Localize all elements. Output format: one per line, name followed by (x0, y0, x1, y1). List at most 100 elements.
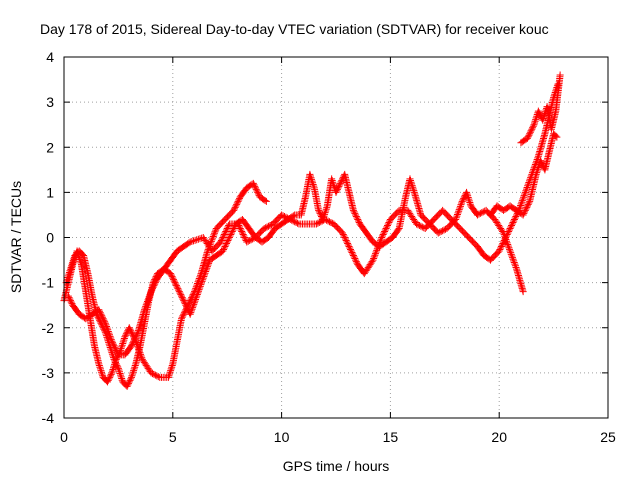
data-point-marker (556, 71, 564, 79)
data-point-marker (533, 169, 541, 177)
data-point-marker (108, 369, 116, 377)
data-point-marker (203, 263, 211, 271)
data-point-marker (383, 221, 391, 229)
data-point-marker (328, 175, 336, 183)
data-point-marker (336, 179, 344, 187)
data-point-marker (350, 208, 358, 216)
data-point-marker (165, 372, 173, 380)
data-point-marker (309, 180, 317, 188)
data-point-marker (190, 300, 198, 308)
data-point-marker (180, 310, 188, 318)
data-point-marker (173, 283, 181, 291)
data-point-marker (129, 339, 137, 347)
data-point-marker (325, 218, 333, 226)
data-point-marker (123, 382, 131, 390)
data-point-marker (106, 373, 114, 381)
data-point-marker (167, 365, 175, 373)
data-point-marker (508, 252, 516, 260)
data-point-marker (320, 212, 328, 220)
data-point-marker (254, 188, 262, 196)
data-point-marker (417, 222, 425, 230)
data-point-marker (351, 255, 359, 263)
data-point-marker (532, 170, 540, 178)
data-point-marker (95, 362, 103, 370)
data-point-marker (178, 294, 186, 302)
data-point-marker (167, 270, 175, 278)
data-point-marker (535, 109, 543, 117)
data-point-marker (109, 339, 117, 347)
data-point-marker (116, 369, 124, 377)
data-point-marker (131, 363, 139, 371)
data-point-marker (96, 363, 104, 371)
data-point-marker (372, 248, 380, 256)
data-point-marker (262, 224, 270, 232)
data-point-marker (343, 238, 351, 246)
data-point-marker (371, 250, 379, 258)
data-point-marker (532, 116, 540, 124)
data-point-marker (508, 220, 516, 228)
data-point-marker (457, 201, 465, 209)
data-point-marker (334, 184, 342, 192)
data-point-marker (511, 260, 519, 268)
data-point-marker (504, 242, 512, 250)
data-point-marker (98, 368, 106, 376)
data-point-marker (517, 202, 525, 210)
x-tick-label: 20 (491, 429, 507, 445)
data-point-marker (65, 294, 73, 302)
data-point-marker (112, 346, 120, 354)
data-point-marker (172, 282, 180, 290)
data-point-marker (115, 368, 123, 376)
data-point-marker (97, 367, 105, 375)
data-point-marker (178, 313, 186, 321)
data-point-marker (201, 269, 209, 277)
data-point-marker (183, 304, 191, 312)
data-point-marker (234, 197, 242, 205)
data-point-marker (75, 254, 83, 262)
data-point-marker (506, 247, 514, 255)
data-point-marker (177, 291, 185, 299)
data-point-marker (76, 257, 84, 265)
data-point-marker (328, 177, 336, 185)
data-point-marker (68, 262, 76, 270)
data-point-marker (108, 350, 116, 358)
data-point-marker (104, 376, 112, 384)
data-point-marker (380, 229, 388, 237)
data-point-marker (309, 179, 317, 187)
y-tick-label: 1 (46, 184, 54, 200)
data-point-marker (179, 312, 187, 320)
data-point-marker (193, 236, 201, 244)
data-point-marker (378, 234, 386, 241)
data-point-marker (192, 294, 200, 302)
data-point-marker (103, 323, 111, 331)
data-point-marker (147, 369, 155, 377)
data-point-marker (522, 185, 530, 193)
data-point-marker (233, 200, 241, 208)
data-point-marker (371, 251, 379, 259)
data-point-marker (324, 217, 332, 225)
data-point-marker (150, 370, 158, 378)
data-point-marker (511, 262, 519, 270)
data-point-marker (112, 360, 120, 368)
data-point-marker (190, 299, 198, 307)
data-point-marker (66, 295, 74, 303)
data-point-marker (168, 362, 176, 370)
data-point-marker (507, 249, 515, 257)
data-point-marker (505, 244, 513, 252)
data-point-marker (250, 181, 258, 189)
data-point-marker (464, 193, 472, 201)
data-point-marker (141, 306, 149, 314)
data-point-marker (350, 253, 358, 261)
data-point-marker (456, 204, 464, 212)
data-point-marker (186, 238, 194, 246)
data-point-marker (246, 237, 254, 245)
data-point-marker (195, 287, 203, 295)
data-point-marker (167, 271, 175, 279)
series-track-4 (486, 71, 564, 219)
data-point-marker (153, 372, 161, 380)
data-point-marker (240, 232, 248, 240)
data-point-marker (519, 195, 527, 203)
data-point-marker (228, 229, 236, 237)
data-point-marker (314, 219, 322, 227)
data-point-marker (377, 235, 385, 243)
